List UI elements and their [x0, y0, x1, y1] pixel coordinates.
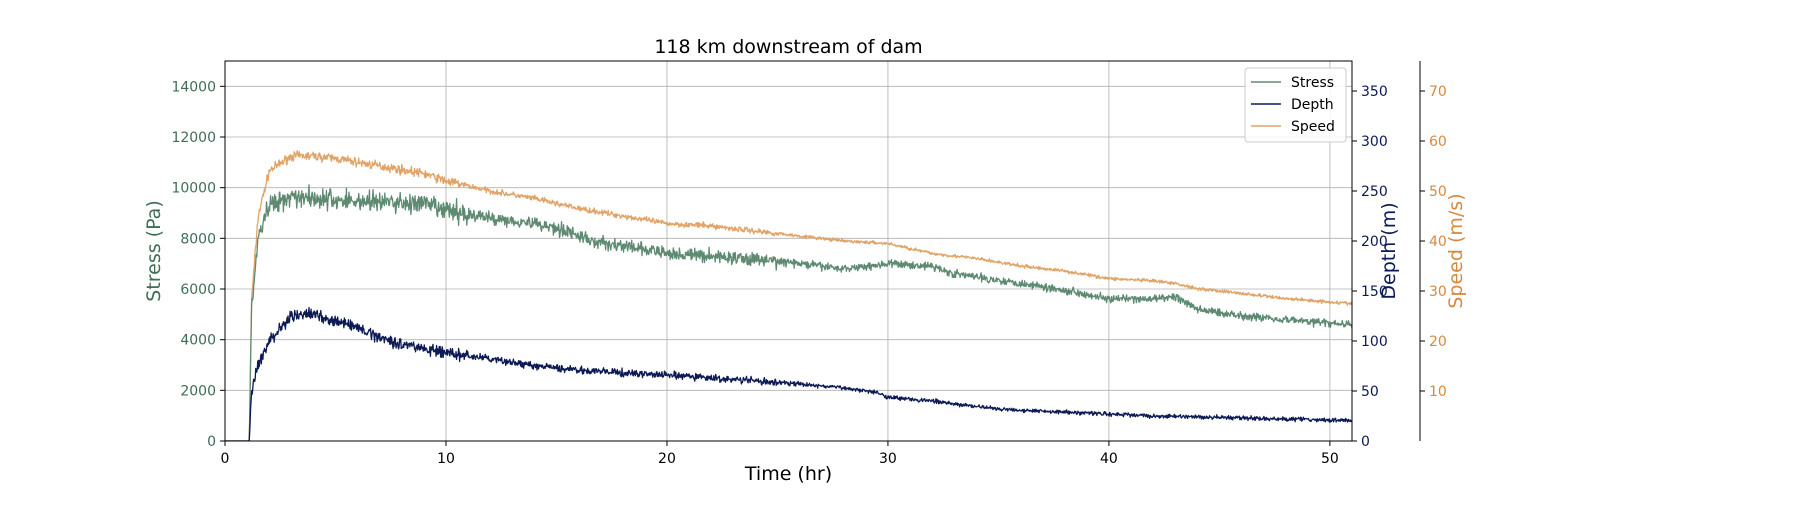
legend: Stress Depth Speed [1244, 67, 1347, 143]
series-line-speed [225, 149, 1352, 441]
series-line-depth [225, 306, 1352, 441]
axes: 0 10 20 30 40 5002000400060008000100001200014… [143, 61, 1467, 467]
depth-tick-label: 50 [1361, 384, 1379, 400]
stress-axis-title: Stress (Pa) [143, 200, 165, 302]
stress-tick-label: 0 [207, 434, 216, 450]
stress-tick-label: 2000 [180, 383, 216, 399]
chart-title: 118 km downstream of dam [654, 36, 922, 58]
x-tick-label: 30 [879, 451, 897, 467]
speed-tick-label: 70 [1429, 84, 1447, 100]
depth-tick-label: 350 [1361, 84, 1388, 100]
x-tick-label: 20 [658, 451, 676, 467]
stress-tick-label: 6000 [180, 282, 216, 298]
x-tick-label: 10 [437, 451, 455, 467]
speed-tick-label: 50 [1429, 184, 1447, 200]
stress-tick-label: 10000 [171, 181, 216, 197]
stress-tick-label: 12000 [171, 130, 216, 146]
depth-tick-label: 200 [1361, 234, 1388, 250]
legend-label-depth: Depth [1291, 97, 1334, 113]
stress-tick-label: 14000 [171, 79, 216, 95]
speed-axis-title: Speed (m/s) [1445, 193, 1467, 308]
series-lines [225, 149, 1352, 441]
x-tick-label: 0 [221, 451, 230, 467]
depth-tick-label: 0 [1361, 434, 1370, 450]
stress-tick-label: 8000 [180, 231, 216, 247]
depth-tick-label: 250 [1361, 184, 1388, 200]
speed-tick-label: 40 [1429, 234, 1447, 250]
depth-tick-label: 100 [1361, 334, 1388, 350]
x-axis-title: Time (hr) [744, 463, 832, 485]
depth-axis-title: Depth (m) [1378, 202, 1400, 299]
series-line-stress [225, 184, 1352, 441]
plot-frame [224, 60, 1353, 442]
speed-tick-label: 10 [1429, 384, 1447, 400]
stress-tick-label: 4000 [180, 333, 216, 349]
speed-tick-label: 30 [1429, 284, 1447, 300]
legend-box [1244, 67, 1347, 143]
speed-tick-label: 60 [1429, 134, 1447, 150]
x-tick-label: 40 [1100, 451, 1118, 467]
speed-tick-label: 20 [1429, 334, 1447, 350]
depth-tick-label: 300 [1361, 134, 1388, 150]
legend-label-stress: Stress [1291, 75, 1334, 91]
x-tick-label: 50 [1321, 451, 1339, 467]
legend-label-speed: Speed [1291, 119, 1335, 135]
depth-tick-label: 150 [1361, 284, 1388, 300]
